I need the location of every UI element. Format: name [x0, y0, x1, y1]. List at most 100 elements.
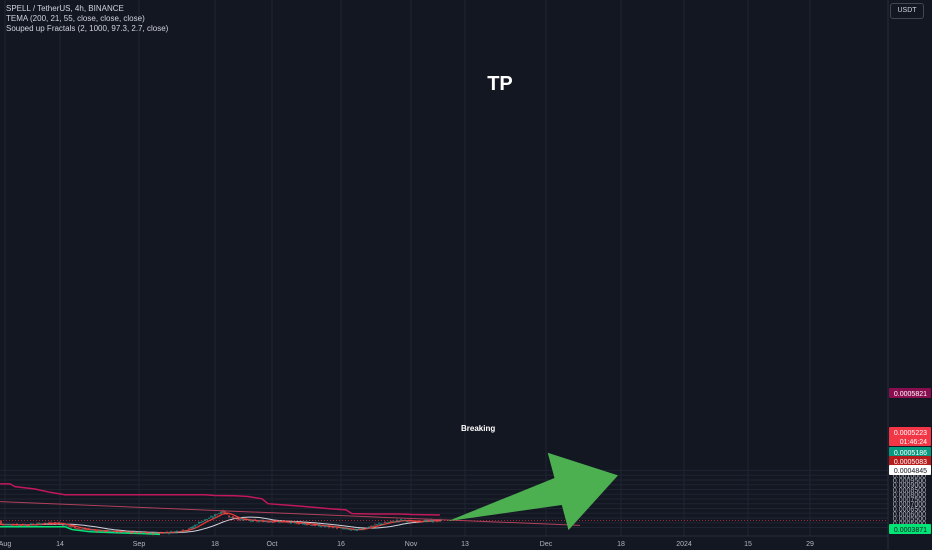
price-tick-label: 0.0007000 [893, 502, 926, 509]
price-tick-label: 0.0006500 [893, 507, 926, 514]
candle-body [358, 528, 360, 530]
candle-body [326, 525, 328, 527]
price-axis[interactable]: 0.00105000.00100000.00095000.00090000.00… [893, 468, 926, 532]
candle-body [186, 529, 188, 531]
candle-body [60, 524, 62, 526]
candle-body [80, 528, 82, 530]
candle-body [176, 531, 178, 533]
candle-body [228, 515, 230, 518]
candle-body [322, 525, 324, 527]
candle-body [362, 528, 364, 530]
candle-body [156, 532, 158, 534]
price-label-box [889, 456, 931, 466]
candle-body [220, 511, 222, 514]
price-labels: 0.0005821 0.0005223 01:46:24 0.0005186 0.000… [889, 388, 931, 534]
candle-body [106, 530, 108, 532]
candle-body [52, 523, 54, 525]
candle-body [350, 529, 352, 531]
candle-body [398, 520, 400, 522]
candle-body [340, 527, 342, 529]
candle-body [212, 516, 214, 518]
breaking-annotation: Breaking [461, 424, 495, 433]
price-label-text: 01:46:24 [900, 439, 927, 446]
candle-body [418, 520, 420, 522]
candle-body [314, 523, 316, 526]
price-label-text: 0.0003871 [894, 527, 927, 534]
candle-body [324, 526, 326, 528]
candle-body [34, 524, 36, 526]
time-tick-label: 18 [617, 541, 625, 548]
indicator-tema-label[interactable]: TEMA (200, 21, 55, close, close, close) [6, 14, 145, 23]
candle-body [294, 522, 296, 524]
candle-body [128, 531, 130, 533]
candle-body [166, 532, 168, 533]
candle-body [190, 527, 192, 529]
candle-body [202, 520, 204, 522]
candle-body [268, 521, 270, 523]
candle-body [124, 531, 126, 533]
candle-body [206, 519, 208, 520]
candle-body [56, 523, 58, 525]
candle-body [414, 520, 416, 522]
candle-body [40, 523, 42, 525]
candle-body [144, 532, 146, 534]
candle-body [216, 514, 218, 516]
candle-body [122, 531, 124, 533]
candle-body [94, 530, 96, 532]
candle-body [184, 530, 186, 532]
candle-body [82, 528, 84, 530]
time-tick-label: Oct [267, 541, 278, 548]
candle-body [182, 529, 184, 531]
candle-body [372, 525, 374, 527]
candle-body [290, 521, 292, 524]
candle-body [338, 527, 340, 529]
candle-body [134, 531, 136, 533]
candle-body [138, 531, 140, 533]
candle-body [258, 520, 260, 522]
candle-body [262, 520, 264, 523]
candle-body [436, 520, 438, 522]
candle-body [62, 524, 64, 526]
candle-body [136, 532, 138, 534]
currency-button[interactable]: USDT [890, 3, 924, 19]
lower-fractal-line [0, 525, 161, 536]
candle-body [90, 530, 92, 531]
candle-body [146, 532, 148, 534]
candle-body [110, 530, 112, 532]
candle-body [374, 524, 376, 526]
time-axis[interactable]: Aug 14 Sep 18 Oct 16 Nov 13 Dec 18 2024 15 29 [0, 541, 814, 548]
candle-body [234, 517, 236, 519]
symbol-title[interactable]: SPELL / TetherUS, 4h, BINANCE [6, 4, 124, 13]
candle-body [160, 532, 162, 534]
time-tick-label: 16 [337, 541, 345, 548]
candle-body [224, 510, 226, 514]
candle-body [246, 519, 248, 520]
candle-body [328, 525, 330, 528]
candle-body [368, 526, 370, 529]
candle-body [38, 523, 40, 524]
price-label-box [889, 524, 931, 534]
price-label-text: 0.0005186 [894, 450, 927, 457]
time-tick-label: Nov [405, 541, 418, 548]
candle-body [336, 527, 338, 529]
chart-legend: SPELL / TetherUS, 4h, BINANCE TEMA (200,… [6, 4, 168, 34]
indicator-fractals-label[interactable]: Souped up Fractals (2, 1000, 97.3, 2.7, … [6, 24, 169, 33]
candle-body [162, 532, 164, 534]
candle-body [256, 520, 258, 522]
candle-body [278, 521, 280, 523]
candle-body [272, 522, 274, 523]
candle-body [352, 528, 354, 530]
candle-body [412, 521, 414, 523]
price-label-text: 0.0005223 [894, 430, 927, 437]
candle-body [200, 522, 202, 524]
candle-body [230, 516, 232, 518]
candle-body [394, 521, 396, 523]
candle-body [354, 528, 356, 531]
candle-body [54, 522, 56, 523]
price-label-box [889, 388, 931, 398]
candle-body [100, 530, 102, 532]
candle-body [58, 522, 60, 524]
candle-body [36, 523, 38, 525]
